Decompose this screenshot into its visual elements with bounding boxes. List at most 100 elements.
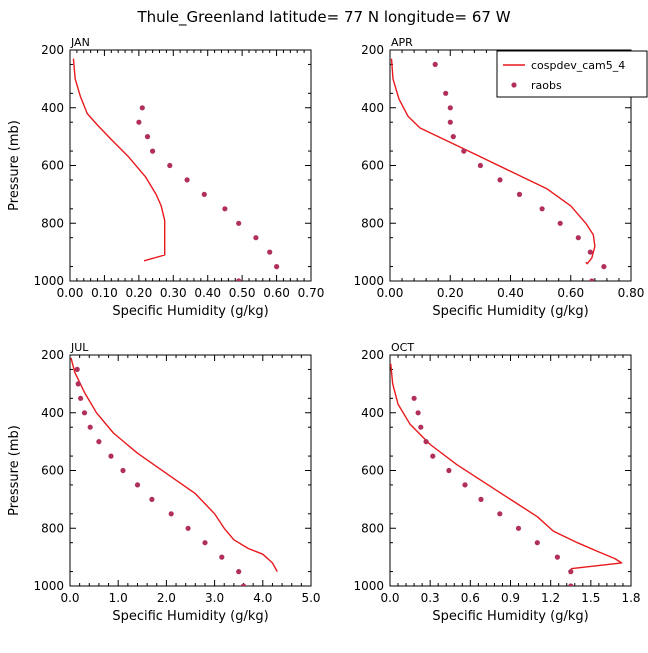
legend-obs-swatch	[511, 82, 517, 88]
model-line	[390, 58, 596, 265]
obs-point	[139, 105, 145, 111]
x-tick-label: 3.0	[205, 591, 224, 605]
y-tick-label: 1000	[353, 579, 384, 593]
obs-point	[96, 439, 102, 445]
x-tick-label: 4.0	[253, 591, 272, 605]
plot-area	[390, 363, 623, 586]
x-tick-label: 0.00	[57, 286, 84, 300]
plot-frame	[69, 354, 312, 587]
obs-point	[415, 410, 421, 416]
obs-point	[432, 61, 438, 67]
plot-frame	[389, 354, 632, 587]
obs-point	[108, 453, 114, 459]
obs-point	[201, 191, 207, 197]
x-axis-label: Specific Humidity (g/kg)	[112, 609, 268, 624]
y-tick-label: 800	[361, 216, 384, 230]
obs-point	[575, 235, 581, 241]
obs-point	[253, 235, 259, 241]
obs-point	[150, 148, 156, 154]
model-line	[72, 58, 166, 262]
obs-point	[81, 410, 88, 416]
obs-point	[423, 439, 429, 445]
panel-jan: 0.00 0.10 0.20 0.30 0.40 0.50 0.60 0.70 200 400 60…	[7, 36, 324, 319]
y-tick-label: 400	[41, 101, 64, 115]
y-tick-label: 200	[41, 348, 64, 362]
obs-point	[120, 467, 126, 474]
obs-point	[601, 264, 607, 270]
obs-point	[168, 511, 174, 517]
obs-point	[202, 540, 208, 546]
plot-area	[390, 58, 607, 281]
obs-point	[134, 482, 141, 488]
y-tick-label: 200	[361, 348, 384, 362]
y-tick-label: 1000	[353, 274, 384, 288]
obs-point	[450, 134, 456, 140]
x-tick-label: 0.00	[377, 286, 404, 300]
x-tick-label: 0.20	[437, 286, 464, 300]
y-tick-label: 600	[361, 464, 384, 478]
obs-point	[534, 540, 540, 546]
x-tick-label: 0.6	[461, 591, 480, 605]
x-tick-label: 0.0	[60, 591, 79, 605]
y-tick-label: 200	[41, 43, 64, 57]
x-tick-label: 1.8	[621, 591, 640, 605]
obs-point	[75, 381, 81, 387]
y-axis-label: Pressure (mb)	[7, 425, 22, 516]
y-tick-label: 200	[361, 43, 384, 57]
obs-point	[236, 278, 242, 281]
panel-title: JAN	[70, 36, 90, 49]
x-axis-label: Specific Humidity (g/kg)	[112, 304, 268, 319]
y-axis-label: Pressure (mb)	[7, 120, 22, 211]
obs-point	[184, 177, 190, 183]
y-tick-label: 600	[41, 464, 64, 478]
obs-point	[497, 177, 503, 183]
obs-point	[568, 583, 574, 586]
x-tick-label: 0.3	[421, 591, 440, 605]
obs-point	[587, 249, 593, 255]
x-tick-label: 0.40	[497, 286, 524, 300]
obs-point	[497, 511, 503, 517]
y-tick-label: 600	[41, 159, 64, 173]
obs-point	[411, 395, 417, 401]
x-tick-label: 1.5	[581, 591, 600, 605]
y-tick-label: 400	[41, 406, 64, 420]
obs-point	[446, 467, 452, 474]
obs-point	[443, 90, 449, 96]
obs-point	[222, 206, 228, 212]
panel-oct: 0.0 0.3 0.6 0.9 1.2 1.5 1.8 200 400 600 800 1000 OCT…	[353, 341, 640, 624]
obs-point	[461, 148, 467, 154]
obs-point	[554, 554, 561, 560]
y-tick-label: 400	[361, 101, 384, 115]
obs-point	[515, 525, 522, 531]
x-tick-label: 5.0	[301, 591, 320, 605]
obs-point	[144, 134, 151, 140]
legend-model-label: cospdev_cam5_4	[531, 59, 625, 72]
x-tick-label: 0.0	[380, 591, 399, 605]
obs-point	[418, 424, 424, 430]
obs-point	[430, 453, 436, 459]
plot-frame	[69, 49, 312, 282]
x-tick-label: 0.60	[557, 286, 584, 300]
x-tick-label: 0.70	[298, 286, 325, 300]
obs-point	[136, 119, 142, 125]
y-tick-label: 800	[361, 521, 384, 535]
obs-point	[568, 569, 574, 575]
x-tick-label: 0.40	[194, 286, 221, 300]
x-axis-label: Specific Humidity (g/kg)	[432, 609, 588, 624]
obs-point	[447, 119, 453, 125]
legend-box	[496, 50, 648, 98]
model-line	[70, 357, 278, 572]
obs-point	[87, 424, 93, 430]
y-tick-label: 400	[361, 406, 384, 420]
x-tick-label: 0.10	[91, 286, 118, 300]
panel-title: APR	[391, 36, 413, 49]
obs-point	[149, 496, 155, 502]
chart-title: Thule_Greenland latitude= 77 N longitude…	[136, 8, 510, 27]
x-tick-label: 0.50	[229, 286, 256, 300]
legend-obs-label: raobs	[531, 79, 562, 92]
x-tick-label: 2.0	[157, 591, 176, 605]
panel-title: JUL	[70, 341, 89, 354]
obs-point	[477, 162, 483, 169]
